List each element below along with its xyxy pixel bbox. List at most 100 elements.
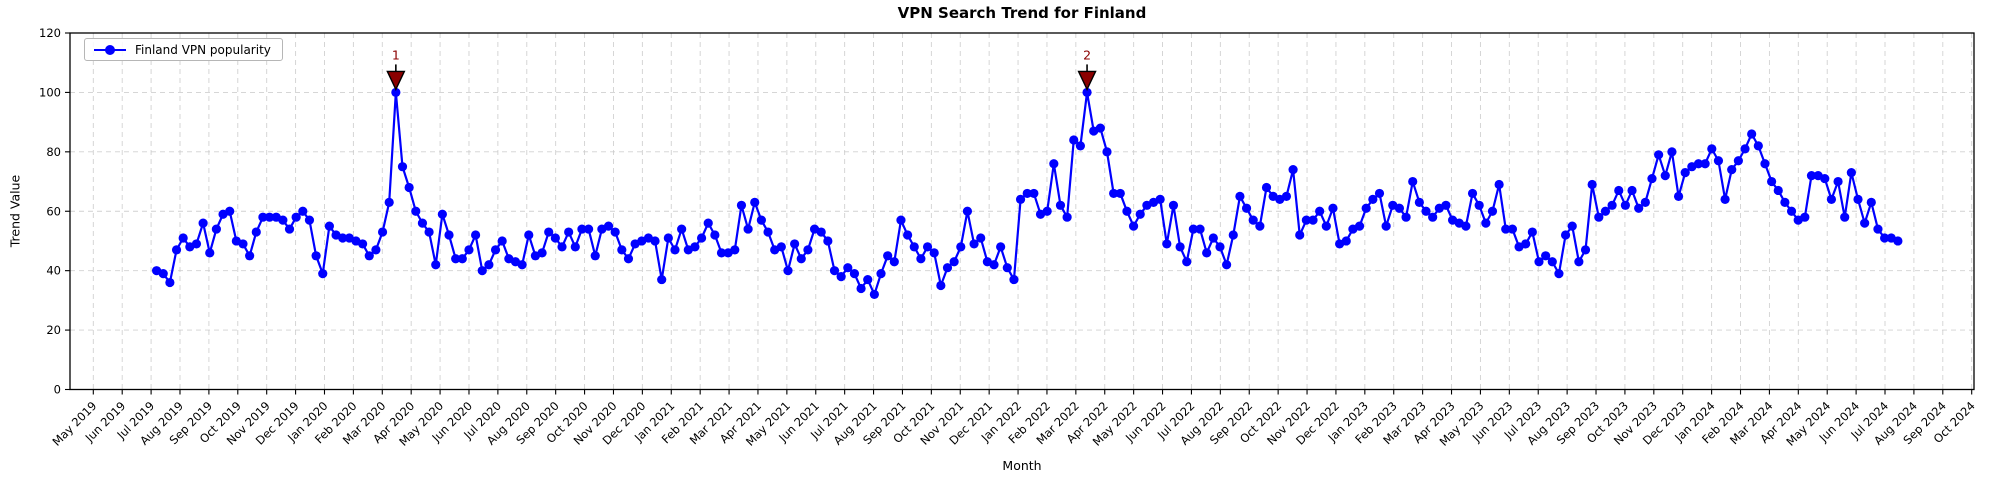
data-point <box>338 233 348 243</box>
data-point <box>1554 269 1564 279</box>
data-point <box>1600 206 1611 216</box>
data-point <box>1022 188 1032 199</box>
data-point <box>1315 206 1325 216</box>
data-point <box>903 230 913 240</box>
data-point <box>477 266 487 276</box>
data-point <box>1155 194 1165 204</box>
data-point <box>670 245 680 255</box>
data-point <box>1328 203 1338 213</box>
data-point <box>1680 168 1690 178</box>
data-point <box>1647 173 1657 184</box>
data-point <box>1866 197 1876 207</box>
data-point <box>1826 194 1837 204</box>
data-point <box>1235 191 1245 201</box>
data-point <box>1614 185 1624 196</box>
data-point <box>318 269 328 279</box>
data-point <box>1401 212 1411 222</box>
data-point <box>1487 206 1498 216</box>
data-point <box>371 245 381 255</box>
data-point <box>1560 230 1571 240</box>
data-point <box>1893 236 1903 246</box>
data-point <box>391 87 401 98</box>
data-point <box>590 251 600 261</box>
data-point <box>863 274 873 285</box>
data-point <box>1634 203 1644 213</box>
data-point <box>942 263 953 273</box>
data-point <box>1534 257 1544 267</box>
data-point <box>823 236 833 246</box>
data-point <box>444 230 454 240</box>
data-point <box>1673 191 1684 201</box>
data-point <box>451 254 461 264</box>
data-point <box>1341 236 1351 246</box>
data-point <box>1042 206 1052 216</box>
data-point <box>836 272 846 282</box>
data-point <box>517 260 527 270</box>
data-point <box>1408 176 1418 187</box>
y-tick-label: 0 <box>54 383 61 397</box>
legend-marker-dot-icon <box>105 44 115 55</box>
data-point <box>790 239 800 249</box>
data-point <box>464 245 474 255</box>
data-point <box>457 254 467 264</box>
data-point <box>1175 242 1185 252</box>
data-point <box>1467 188 1478 199</box>
data-point <box>1693 159 1704 169</box>
data-point <box>849 269 860 279</box>
data-point <box>1208 233 1218 243</box>
y-axis-label: Trend Value <box>7 174 23 248</box>
data-point <box>171 245 182 255</box>
data-point <box>623 254 634 264</box>
data-point <box>743 224 753 234</box>
annotation-marker-1 <box>386 70 406 92</box>
legend: Finland VPN popularity <box>84 38 283 61</box>
data-point <box>1195 224 1205 234</box>
data-point <box>258 212 268 222</box>
data-point <box>663 233 673 243</box>
data-point <box>264 212 275 222</box>
data-point <box>1833 176 1843 187</box>
data-point <box>949 257 959 267</box>
data-point <box>1168 200 1179 210</box>
data-point <box>1374 188 1385 199</box>
data-point <box>1760 159 1770 169</box>
data-point <box>431 260 441 270</box>
data-point <box>1015 194 1026 204</box>
data-point <box>1248 215 1258 225</box>
data-point <box>1753 141 1763 151</box>
data-point <box>1361 203 1371 213</box>
data-point <box>962 206 973 216</box>
y-tick-label: 60 <box>46 204 61 218</box>
data-point <box>1241 203 1252 213</box>
data-point <box>776 242 786 252</box>
data-point <box>1095 123 1105 133</box>
data-point <box>1102 147 1112 157</box>
data-point <box>956 242 966 252</box>
data-point <box>876 269 886 279</box>
data-point <box>1414 197 1424 207</box>
data-point <box>1368 194 1378 204</box>
legend-line-marker-icon <box>94 44 126 55</box>
data-point <box>1261 182 1272 193</box>
data-point <box>1873 224 1883 234</box>
data-point <box>1640 197 1650 207</box>
data-point <box>278 215 288 225</box>
data-point <box>245 251 255 261</box>
data-point <box>291 212 301 222</box>
data-point <box>756 215 766 225</box>
data-point <box>989 260 999 270</box>
data-point <box>1733 156 1743 166</box>
x-axis-label: Month <box>1002 458 1042 473</box>
data-point <box>524 230 534 240</box>
data-point <box>889 257 899 267</box>
data-point <box>490 245 501 255</box>
data-point <box>696 233 707 243</box>
data-point <box>1574 257 1584 267</box>
data-point <box>1507 224 1518 234</box>
data-point <box>225 206 235 216</box>
data-point <box>1786 206 1797 216</box>
y-tick-label: 40 <box>46 264 61 278</box>
data-point <box>1222 260 1232 270</box>
data-point <box>1660 171 1670 181</box>
data-point <box>883 251 893 261</box>
